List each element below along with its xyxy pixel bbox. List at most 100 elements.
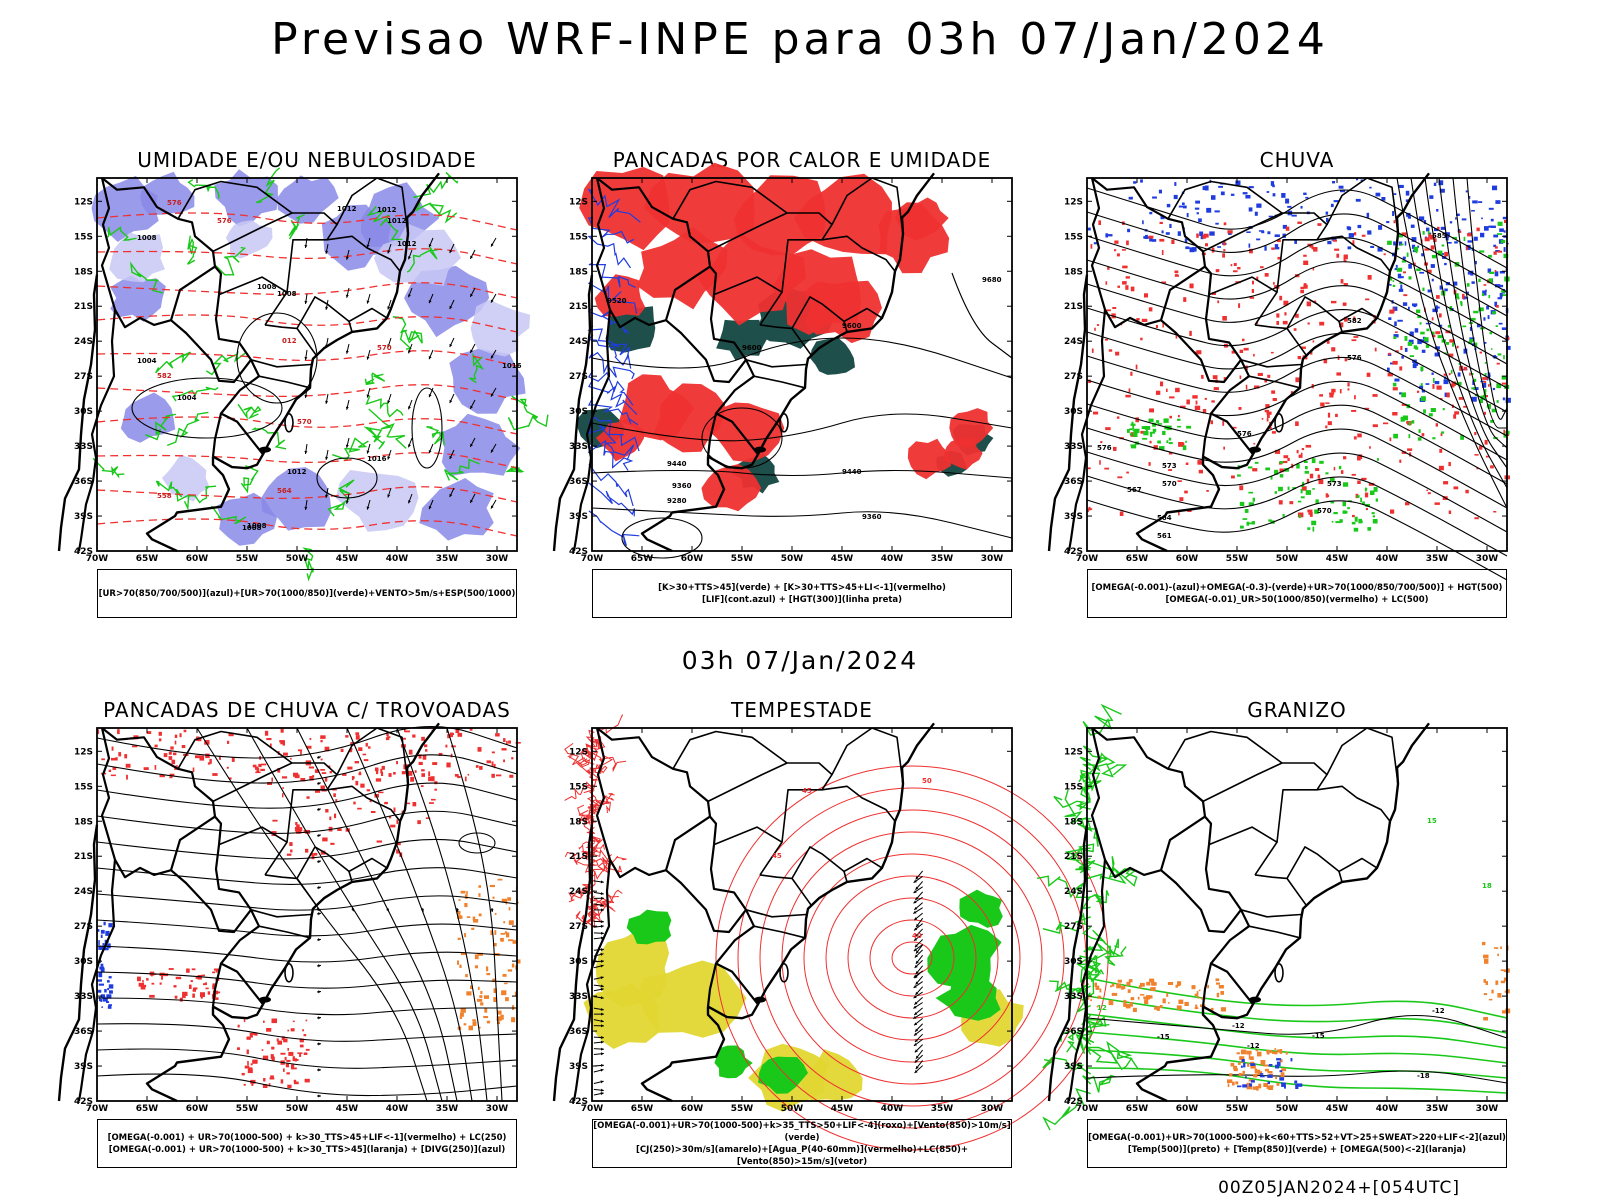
rain-speck	[1117, 285, 1120, 288]
contour-label: 576	[217, 217, 232, 225]
lat-tick-label: 12S	[74, 197, 93, 207]
rain-speck	[1456, 345, 1459, 349]
rain-speck	[1364, 407, 1370, 410]
contour-line	[1086, 451, 1508, 533]
storm-speck	[467, 773, 470, 776]
storm-speck	[330, 842, 335, 845]
hail-speck	[1266, 1051, 1270, 1055]
lake	[1249, 996, 1261, 1003]
rain-speck	[1222, 253, 1225, 258]
storm-speck	[98, 983, 104, 986]
storm-speck	[292, 1056, 295, 1061]
rain-speck	[1430, 264, 1435, 268]
rain-speck	[1343, 283, 1348, 286]
shaded-area	[895, 197, 949, 241]
rain-speck	[1276, 321, 1279, 325]
rain-speck	[1353, 527, 1359, 532]
wind-vector	[470, 499, 474, 503]
wind-vector	[408, 294, 411, 298]
storm-speck	[179, 733, 182, 738]
state-border	[348, 307, 388, 333]
map-layer	[552, 713, 1109, 1151]
rain-speck	[1308, 512, 1312, 515]
storm-speck	[432, 762, 438, 765]
storm-speck	[504, 982, 508, 985]
lat-tick-label: 24S	[74, 887, 93, 897]
hail-speck	[1198, 989, 1201, 992]
lake	[779, 412, 789, 433]
wind-vector	[325, 456, 329, 460]
lon-tick-label: 45W	[831, 554, 854, 564]
storm-speck	[358, 772, 362, 776]
rain-speck	[1408, 263, 1412, 269]
rain-speck	[1441, 244, 1445, 247]
state-border	[348, 857, 388, 883]
storm-speck	[109, 990, 113, 994]
rain-speck	[1480, 232, 1485, 238]
rain-speck	[1343, 254, 1348, 260]
rain-speck	[1362, 501, 1365, 505]
wind-vector	[601, 920, 604, 924]
rain-speck	[1394, 378, 1400, 382]
rain-speck	[1186, 213, 1189, 218]
state-border	[1248, 925, 1301, 939]
storm-speck	[329, 816, 332, 821]
hail-speck	[1250, 1061, 1255, 1064]
storm-speck	[417, 820, 421, 825]
lon-tick-label: 30W	[486, 554, 509, 564]
rain-speck	[1433, 378, 1435, 383]
rain-speck	[1325, 402, 1330, 404]
storm-speck	[219, 755, 221, 760]
storm-speck	[473, 919, 479, 923]
rain-speck	[1402, 256, 1406, 260]
hail-speck	[1233, 1065, 1237, 1070]
rain-speck	[1500, 240, 1506, 244]
storm-speck	[126, 774, 128, 780]
storm-speck	[457, 776, 461, 779]
rain-speck	[1439, 188, 1445, 193]
temp850-contour	[1036, 875, 1091, 899]
rain-speck	[1106, 309, 1111, 312]
rain-speck	[1474, 342, 1478, 347]
legend-granizo: [OMEGA(-0.001)+UR>70(1000-500)+k<60+TTS>…	[1087, 1119, 1507, 1168]
coastline	[552, 824, 594, 1102]
storm-speck	[424, 744, 428, 748]
rain-speck	[1318, 479, 1324, 485]
storm-speck	[295, 829, 299, 832]
contour-label: -12	[1232, 1022, 1245, 1030]
temp850-contour	[1042, 1056, 1092, 1075]
rain-speck	[1453, 414, 1457, 419]
rain-speck	[1273, 282, 1275, 285]
storm-speck	[268, 1083, 271, 1087]
lat-tick-label: 21S	[74, 852, 93, 862]
rain-speck	[1399, 282, 1403, 284]
storm-speck	[293, 1079, 297, 1083]
country-border	[1067, 859, 1107, 1102]
streamline-arrow	[490, 909, 494, 912]
legend-line-1: [OMEGA(-0.001)+UR>70(1000-500)+k>35_TTS>…	[593, 1120, 1011, 1143]
rain-speck	[1397, 273, 1402, 279]
storm-speck	[494, 912, 497, 915]
hail-speck	[1242, 1084, 1248, 1088]
storm-speck	[489, 884, 495, 888]
wind-vector	[600, 1052, 604, 1056]
country-border	[1201, 413, 1213, 457]
rain-speck	[1116, 416, 1120, 419]
wind-vector	[304, 506, 308, 510]
rain-speck	[1330, 501, 1335, 504]
storm-speck	[457, 915, 463, 919]
rain-speck	[1347, 507, 1350, 510]
shaded-area	[626, 909, 672, 945]
lat-tick-label: 39S	[74, 1062, 93, 1072]
hail-speck	[1216, 992, 1220, 998]
lake	[754, 446, 766, 453]
rain-speck	[1480, 380, 1485, 383]
rain-speck	[1412, 364, 1417, 369]
lake	[259, 996, 271, 1003]
state-border	[177, 730, 293, 770]
rain-speck	[1105, 427, 1111, 431]
rain-speck	[1091, 348, 1094, 353]
wind-vector	[600, 1019, 604, 1023]
hail-speck	[1216, 982, 1220, 985]
rain-speck	[1258, 230, 1264, 232]
